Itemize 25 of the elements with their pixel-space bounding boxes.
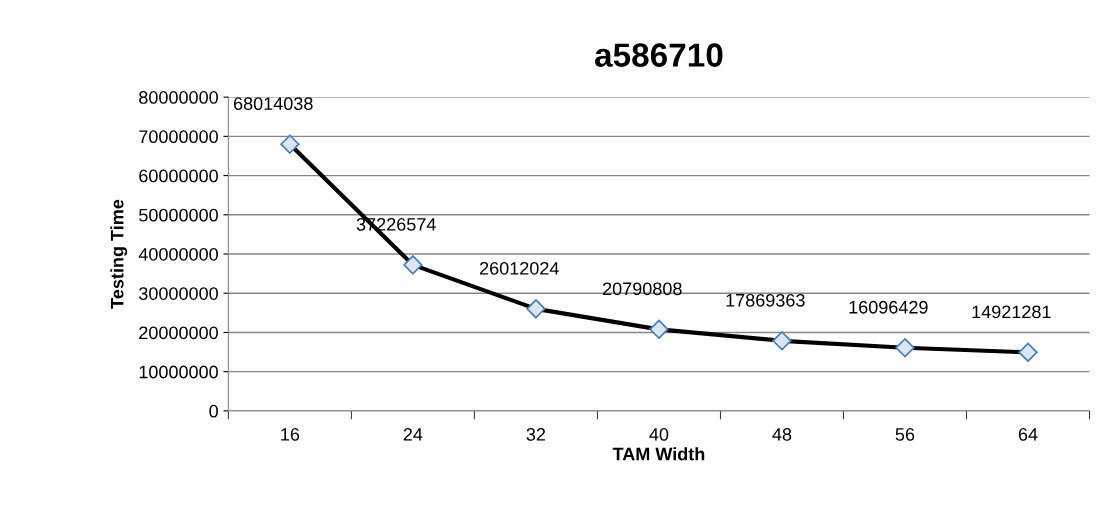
x-tick-label: 32: [526, 428, 546, 441]
chart-title: a586710: [595, 43, 723, 67]
data-label: 26012024: [479, 261, 559, 275]
x-tick-label: 24: [403, 428, 423, 441]
data-label: 17869363: [726, 293, 805, 307]
data-label: 16096429: [849, 300, 928, 314]
x-tick-label: 64: [1018, 428, 1038, 441]
y-axis-title: Testing Time: [110, 199, 128, 309]
x-axis-title: TAM Width: [612, 447, 705, 461]
y-tick-label: 30000000: [139, 287, 218, 300]
y-tick-label: 80000000: [139, 91, 218, 104]
x-tick-label: 48: [772, 428, 792, 441]
y-tick-label: 0: [209, 404, 218, 418]
y-tick-label: 20000000: [139, 326, 218, 340]
y-tick-label: 40000000: [138, 247, 218, 261]
y-tick-label: 50000000: [139, 208, 218, 222]
x-tick-label: 40: [649, 428, 669, 441]
data-label: 14921281: [972, 305, 1051, 319]
x-tick-label: 56: [895, 428, 915, 441]
data-label: 20790808: [603, 282, 682, 296]
x-tick-label: 16: [281, 428, 300, 441]
y-tick-label: 10000000: [139, 365, 218, 379]
y-tick-label: 60000000: [139, 169, 218, 183]
y-tick-label: 70000000: [139, 130, 218, 144]
data-label: 68014038: [233, 97, 313, 111]
